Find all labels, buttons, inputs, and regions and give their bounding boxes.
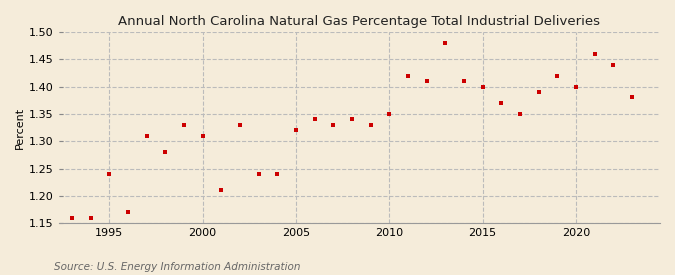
Point (234, 123, 245, 127)
Point (104, 172, 115, 176)
Point (216, 188, 227, 192)
Point (421, 79, 432, 83)
Point (160, 150, 171, 154)
Point (440, 41, 451, 45)
Point (365, 123, 376, 127)
Point (570, 84, 581, 89)
Point (309, 117, 320, 122)
Y-axis label: Percent: Percent (15, 106, 25, 148)
Point (533, 90, 544, 94)
Point (141, 134, 152, 138)
Point (85, 216, 96, 220)
Point (402, 73, 413, 78)
Point (272, 172, 283, 176)
Point (626, 95, 637, 100)
Point (496, 101, 507, 105)
Point (458, 79, 469, 83)
Point (589, 52, 600, 56)
Text: Source: U.S. Energy Information Administration: Source: U.S. Energy Information Administ… (54, 262, 300, 272)
Point (66, 216, 77, 220)
Point (253, 172, 264, 176)
Point (346, 117, 357, 122)
Point (514, 112, 525, 116)
Title: Annual North Carolina Natural Gas Percentage Total Industrial Deliveries: Annual North Carolina Natural Gas Percen… (118, 15, 600, 28)
Point (122, 210, 133, 214)
Point (552, 73, 563, 78)
Point (608, 62, 619, 67)
Point (197, 134, 208, 138)
Point (178, 123, 189, 127)
Point (290, 128, 301, 133)
Point (477, 84, 488, 89)
Point (384, 112, 395, 116)
Point (328, 123, 339, 127)
